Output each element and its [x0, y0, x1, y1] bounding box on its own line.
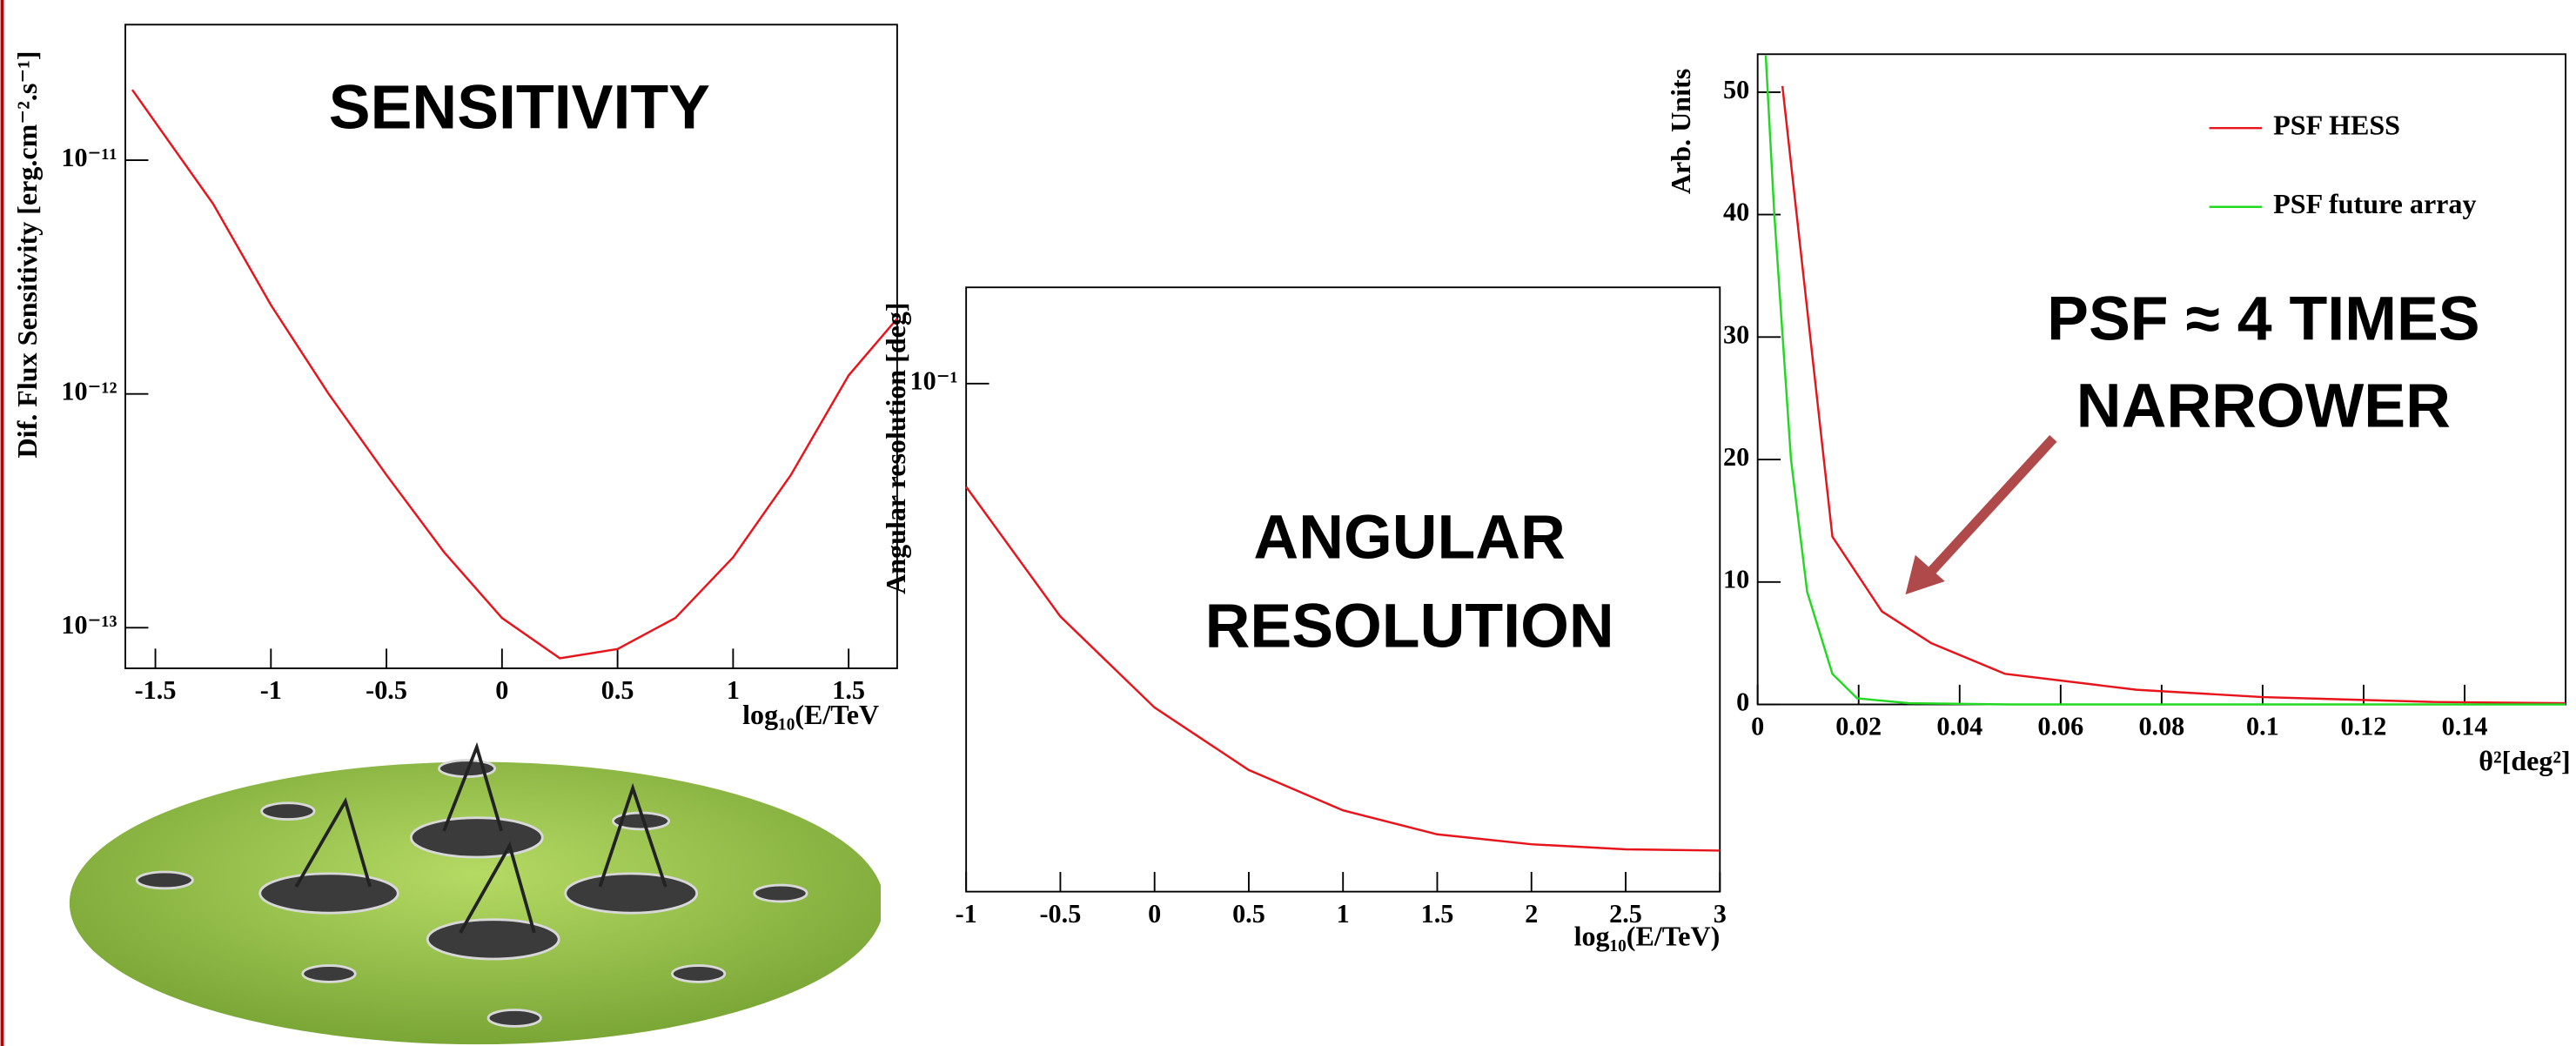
x-tick-label: 0.04: [1936, 712, 1982, 741]
y-tick-label: 40: [1723, 198, 1749, 227]
annotation: NARROWER: [2076, 372, 2451, 441]
x-tick-label: 0.06: [2037, 712, 2083, 741]
arrow: [1921, 434, 2057, 582]
x-axis-label: log₁₀(E/TeV): [1574, 921, 1721, 952]
y-tick-label: 20: [1723, 442, 1749, 472]
data-line: [131, 89, 898, 660]
y-tick-label: 30: [1723, 319, 1749, 349]
arrow-head: [1905, 554, 1945, 595]
plot-frame: [124, 23, 898, 669]
annotation: RESOLUTION: [1205, 592, 1614, 661]
data-line: [965, 486, 1721, 852]
x-tick-label: 1.5: [1421, 899, 1454, 929]
x-tick-label: 0.5: [1232, 899, 1265, 929]
y-tick-label: 10⁻¹: [910, 366, 958, 396]
y-axis-label: Arb. Units: [1665, 69, 1696, 194]
x-tick-label: 0.12: [2341, 712, 2387, 741]
x-tick-label: 0.1: [2246, 712, 2279, 741]
x-tick-label: 0: [1751, 712, 1764, 741]
plot-frame: [965, 286, 1721, 893]
y-tick-label: 0: [1736, 687, 1749, 716]
x-tick-label: 0: [495, 675, 508, 705]
y-tick-label: 10⁻¹³: [61, 610, 117, 640]
x-tick-label: -1: [956, 899, 977, 929]
y-tick-label: 10⁻¹²: [61, 377, 117, 406]
x-tick-label: -1.5: [135, 675, 177, 705]
x-tick-label: 1.5: [832, 675, 865, 705]
array-illustration: [70, 741, 882, 1045]
x-tick-label: 0.14: [2442, 712, 2488, 741]
legend-label: PSF HESS: [2273, 110, 2400, 141]
x-tick-label: 2: [1525, 899, 1538, 929]
y-tick-label: 10⁻¹¹: [61, 143, 117, 172]
y-axis-label: Angular resolution [deg]: [880, 302, 911, 594]
x-tick-label: -1: [260, 675, 282, 705]
x-tick-label: 1: [727, 675, 740, 705]
legend-label: PSF future array: [2273, 188, 2476, 219]
annotation: PSF ≈ 4 TIMES: [2047, 285, 2479, 354]
x-tick-label: 0.02: [1835, 712, 1882, 741]
y-tick-label: 50: [1723, 75, 1749, 104]
x-tick-label: 1: [1337, 899, 1350, 929]
x-tick-label: 0: [1148, 899, 1161, 929]
annotation: ANGULAR: [1253, 503, 1565, 573]
x-axis-label: log₁₀(E/TeV: [742, 699, 879, 730]
chart-title: SENSITIVITY: [329, 72, 710, 142]
y-tick-label: 10: [1723, 565, 1749, 594]
y-axis-label: Dif. Flux Sensitivity [erg.cm⁻².s⁻¹]: [11, 50, 43, 458]
x-tick-label: -0.5: [1040, 899, 1082, 929]
data-line: [1781, 85, 2566, 705]
data-line: [1764, 55, 2566, 706]
x-tick-label: 3: [1714, 899, 1727, 929]
x-axis-label: θ²[deg²]: [2479, 745, 2570, 776]
x-tick-label: 0.5: [601, 675, 634, 705]
x-tick-label: -0.5: [366, 675, 407, 705]
x-tick-label: 2.5: [1609, 899, 1642, 929]
x-tick-label: 0.08: [2138, 712, 2184, 741]
